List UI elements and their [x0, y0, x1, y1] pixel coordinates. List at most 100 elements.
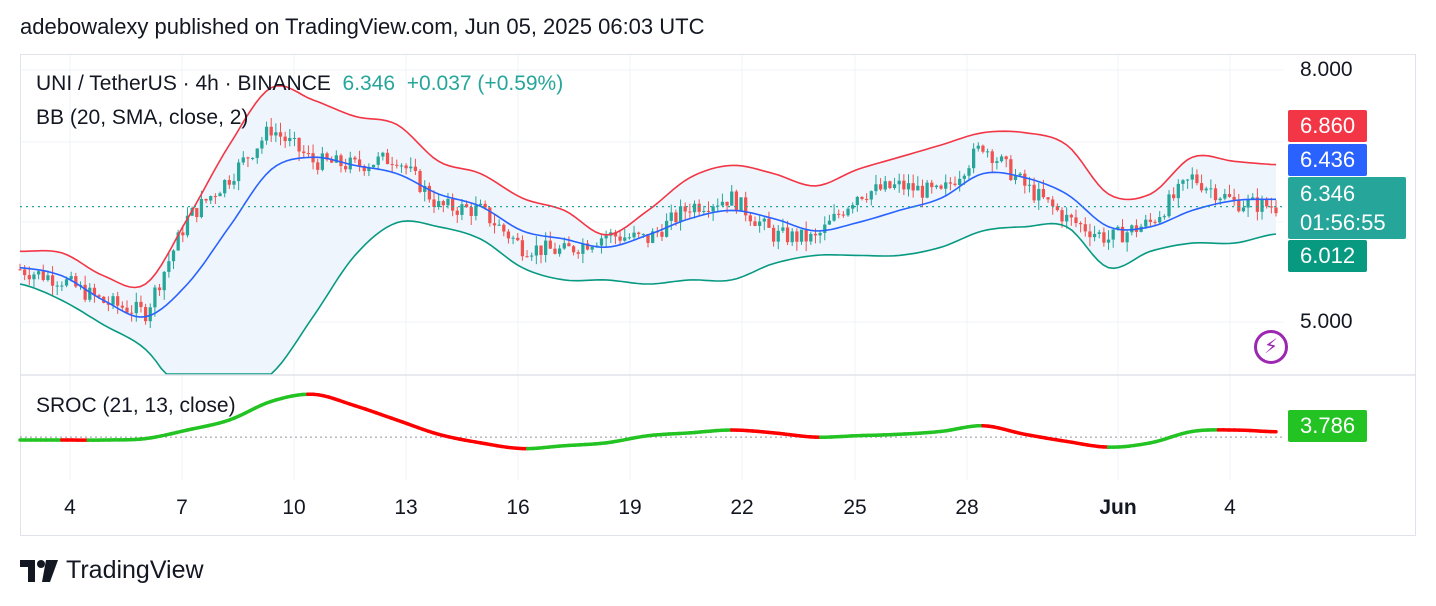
candle-body [692, 203, 697, 213]
candle-body [544, 240, 548, 256]
candle-body [176, 232, 180, 251]
chart-frame [20, 54, 1416, 536]
candle-body [1227, 193, 1232, 197]
candle-body [962, 175, 966, 179]
candle-body [344, 166, 348, 170]
lightning-bolt-icon[interactable]: ⚡ [1254, 330, 1288, 364]
price-change: +0.037 (+0.59%) [406, 72, 564, 95]
candle-body [474, 205, 478, 216]
candle-body [1153, 221, 1157, 223]
candle-body [618, 236, 622, 241]
candle-body [781, 227, 785, 231]
candle-body [502, 224, 506, 232]
candle-body [1004, 156, 1008, 160]
candle-body [948, 182, 952, 184]
candle-body [902, 180, 906, 190]
candle-body [204, 199, 208, 201]
candle-body [818, 232, 822, 236]
candle-body [585, 243, 590, 250]
candle-body [171, 250, 176, 262]
candle-body [916, 185, 920, 191]
candle-body [36, 271, 41, 275]
candle-body [213, 196, 218, 198]
candle-body [1125, 232, 1129, 243]
candle-body [967, 168, 971, 176]
candle-body [297, 137, 301, 152]
candle-body [571, 246, 576, 253]
candle-body [706, 210, 711, 212]
candle-body [427, 185, 431, 200]
candle-body [1176, 183, 1180, 199]
bb-legend[interactable]: BB (20, SMA, close, 2) [36, 106, 249, 129]
candle-body [1204, 188, 1208, 191]
candle-body [869, 191, 873, 200]
lower-band-line [19, 220, 1277, 375]
candle-body [1116, 226, 1120, 230]
brand-name: TradingView [66, 556, 204, 584]
publish-info: adebowalexy published on TradingView.com… [20, 14, 705, 39]
candle-body [632, 232, 636, 238]
candle-body [539, 245, 543, 256]
candle-body [530, 255, 534, 257]
x-tick: 25 [843, 496, 867, 519]
candle-body [1237, 199, 1241, 212]
candle-body [237, 162, 241, 182]
candle-body [516, 237, 520, 241]
tradingview-logo[interactable]: TradingView [20, 556, 204, 585]
candle-body [418, 171, 422, 192]
x-tick: 28 [955, 496, 979, 519]
candle-body [865, 198, 869, 200]
candle-body [972, 148, 976, 169]
candle-body [1041, 189, 1046, 198]
candle-body [413, 166, 418, 172]
candle-body [837, 213, 841, 215]
candle-body [64, 279, 69, 286]
candle-body [1144, 219, 1148, 227]
candle-body [520, 240, 525, 257]
candle-body [1190, 174, 1194, 180]
candle-body [813, 233, 818, 236]
candle-body [27, 275, 31, 280]
candle-body [1232, 196, 1236, 200]
candle-body [716, 205, 720, 207]
candle-body [697, 203, 701, 212]
candle-body [1209, 188, 1213, 190]
candle-body [385, 152, 390, 165]
candle-body [446, 198, 450, 206]
candle-body [1255, 197, 1260, 212]
candle-body [688, 211, 692, 213]
candle-body [1088, 231, 1092, 238]
band-fill [20, 85, 1276, 375]
candle-body [1111, 229, 1115, 240]
x-tick: 10 [282, 496, 306, 519]
symbol-legend[interactable]: UNI / TetherUS · 4h · BINANCE 6.346 +0.0… [36, 72, 563, 96]
candle-body [1120, 226, 1125, 243]
candle-body [464, 204, 469, 208]
candle-body [1013, 175, 1018, 181]
sroc-legend[interactable]: SROC (21, 13, close) [36, 394, 236, 417]
candle-body [278, 132, 283, 137]
candle-body [153, 287, 157, 308]
candle-body [227, 180, 231, 185]
candle-body [888, 181, 892, 188]
candle-body [497, 224, 501, 226]
candle-body [185, 215, 190, 236]
candle-body [627, 237, 632, 239]
candle-body [134, 301, 138, 314]
candle-body [274, 132, 278, 136]
x-tick: 22 [730, 496, 754, 519]
candle-body [823, 224, 827, 233]
candle-body [771, 227, 776, 242]
candle-body [906, 183, 911, 190]
candle-body [288, 137, 292, 142]
candle-body [758, 221, 762, 226]
candle-body [939, 185, 943, 189]
candle-body [450, 198, 455, 211]
candle-body [395, 164, 399, 166]
candle-body [795, 231, 799, 242]
candle-body [423, 185, 427, 192]
upper-band-line [20, 84, 1277, 289]
candle-body [32, 274, 36, 280]
candle-body [748, 215, 752, 222]
